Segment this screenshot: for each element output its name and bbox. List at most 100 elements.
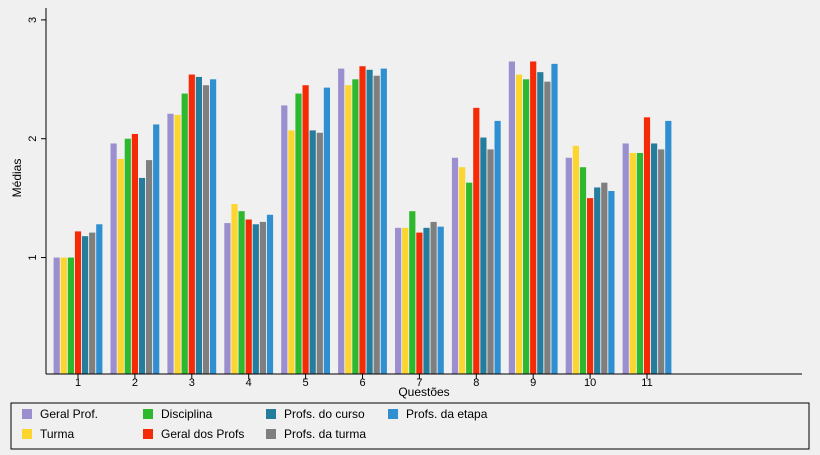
bar-q10-series-3 (579, 167, 587, 374)
bar-q11-series-2 (629, 152, 636, 374)
x-tick-label: 1 (75, 377, 81, 389)
x-tick-label: 11 (641, 377, 652, 389)
x-ticks-group: 1 2 3 4 5 6 7 8 9 10 11 (75, 374, 653, 389)
bar-q6-series-2 (345, 85, 352, 375)
legend-label: Profs. do curso (284, 407, 365, 421)
bar-q5-series-2 (288, 130, 295, 374)
bar-q11-series-4 (643, 117, 651, 374)
bar-q2-series-2 (117, 158, 124, 374)
bar-q7-series-2 (402, 227, 409, 374)
y-tick-label: 1 (27, 254, 39, 260)
bar-q11-series-1 (622, 143, 629, 374)
bar-q9-series-3 (523, 79, 530, 375)
bar-q4-series-1 (224, 223, 231, 374)
y-axis-title: Médias (10, 159, 24, 198)
bar-q8-series-4 (473, 107, 480, 374)
bar-q3-series-2 (174, 114, 181, 374)
bar-q8-series-2 (459, 167, 466, 374)
bar-q9-series-2 (515, 74, 523, 375)
legend-label: Disciplina (161, 407, 213, 421)
bar-q11-series-6 (658, 149, 665, 374)
x-tick-label: 9 (530, 377, 536, 389)
bar-q4-series-4 (245, 219, 252, 374)
bar-q4-series-2 (231, 204, 238, 374)
bar-q7-series-7 (437, 226, 444, 374)
x-tick-label: 3 (189, 377, 195, 389)
legend-label: Profs. da etapa (406, 407, 488, 421)
bar-q4-series-7 (266, 214, 274, 374)
bar-q10-series-5 (594, 187, 601, 374)
bar-q5-series-1 (281, 105, 288, 374)
legend-swatch (143, 429, 153, 439)
bar-q6-series-3 (352, 79, 359, 375)
legend-label: Geral dos Profs (161, 427, 244, 441)
bar-q4-series-6 (259, 221, 266, 374)
bar-q2-series-4 (131, 133, 138, 374)
x-tick-label: 4 (246, 377, 252, 389)
x-tick-label: 5 (303, 377, 309, 389)
legend-swatch (266, 429, 276, 439)
legend-label: Geral Prof. (40, 407, 98, 421)
bar-q6-series-6 (373, 75, 380, 374)
bar-q8-series-1 (451, 157, 459, 374)
bar-q2-series-7 (153, 124, 160, 374)
bar-q1-series-5 (82, 236, 89, 374)
bar-q5-series-5 (309, 130, 316, 374)
bar-q3-series-3 (181, 93, 188, 374)
bar-q2-series-3 (124, 138, 131, 374)
bar-q2-series-5 (138, 177, 146, 374)
bar-q5-series-6 (316, 132, 323, 374)
bar-q3-series-7 (210, 79, 217, 375)
bar-q8-series-5 (480, 137, 487, 374)
legend-swatch (22, 429, 32, 439)
bar-q8-series-6 (487, 149, 494, 374)
bar-q5-series-3 (295, 93, 302, 374)
bar-q4-series-5 (252, 224, 259, 374)
bar-q5-series-4 (302, 85, 309, 375)
axes-group (45, 8, 802, 375)
x-tick-label: 8 (473, 377, 479, 389)
bar-q1-series-6 (89, 232, 96, 374)
legend-swatch (22, 409, 32, 419)
bar-q3-series-5 (195, 76, 202, 375)
bar-q10-series-2 (572, 145, 579, 374)
bar-q9-series-6 (544, 81, 551, 375)
bar-q1-series-3 (67, 257, 74, 374)
bar-q9-series-1 (508, 61, 515, 374)
bar-q6-series-1 (338, 68, 345, 374)
bar-q7-series-6 (430, 221, 437, 374)
bar-q10-series-1 (565, 157, 572, 374)
legend-label: Turma (40, 427, 75, 441)
bar-q6-series-4 (359, 66, 366, 374)
bar-q2-series-6 (146, 160, 153, 374)
bar-q7-series-1 (395, 227, 402, 374)
bar-q11-series-3 (636, 152, 643, 374)
bar-q7-series-4 (416, 232, 423, 374)
bar-q4-series-3 (238, 211, 245, 374)
bar-q10-series-4 (587, 198, 594, 374)
bar-q1-series-4 (74, 231, 82, 374)
x-axis-title: Questões (398, 385, 449, 399)
bar-q8-series-7 (494, 120, 501, 374)
bar-q6-series-7 (380, 68, 387, 374)
x-tick-label: 10 (584, 377, 596, 389)
x-tick-label: 7 (416, 377, 422, 389)
bar-q6-series-5 (366, 69, 373, 374)
x-tick-label: 2 (132, 377, 138, 389)
bar-q5-series-7 (323, 87, 330, 375)
y-tick-label: 2 (27, 136, 39, 142)
bar-q10-series-7 (608, 191, 615, 374)
legend: Geral Prof. Turma Disciplina Geral dos Prof… (10, 402, 810, 450)
bar-q11-series-5 (651, 143, 658, 374)
bar-q9-series-7 (551, 63, 558, 374)
bar-q9-series-5 (537, 72, 544, 375)
bar-q1-series-2 (60, 257, 67, 374)
bar-q1-series-7 (96, 224, 103, 374)
y-tick-label: 3 (27, 17, 39, 23)
legend-swatch (388, 409, 398, 419)
x-tick-label: 6 (359, 377, 365, 389)
y-ticks-group: 1 2 3 (27, 17, 46, 261)
bars-group (53, 61, 672, 375)
bar-q11-series-7 (665, 120, 672, 374)
